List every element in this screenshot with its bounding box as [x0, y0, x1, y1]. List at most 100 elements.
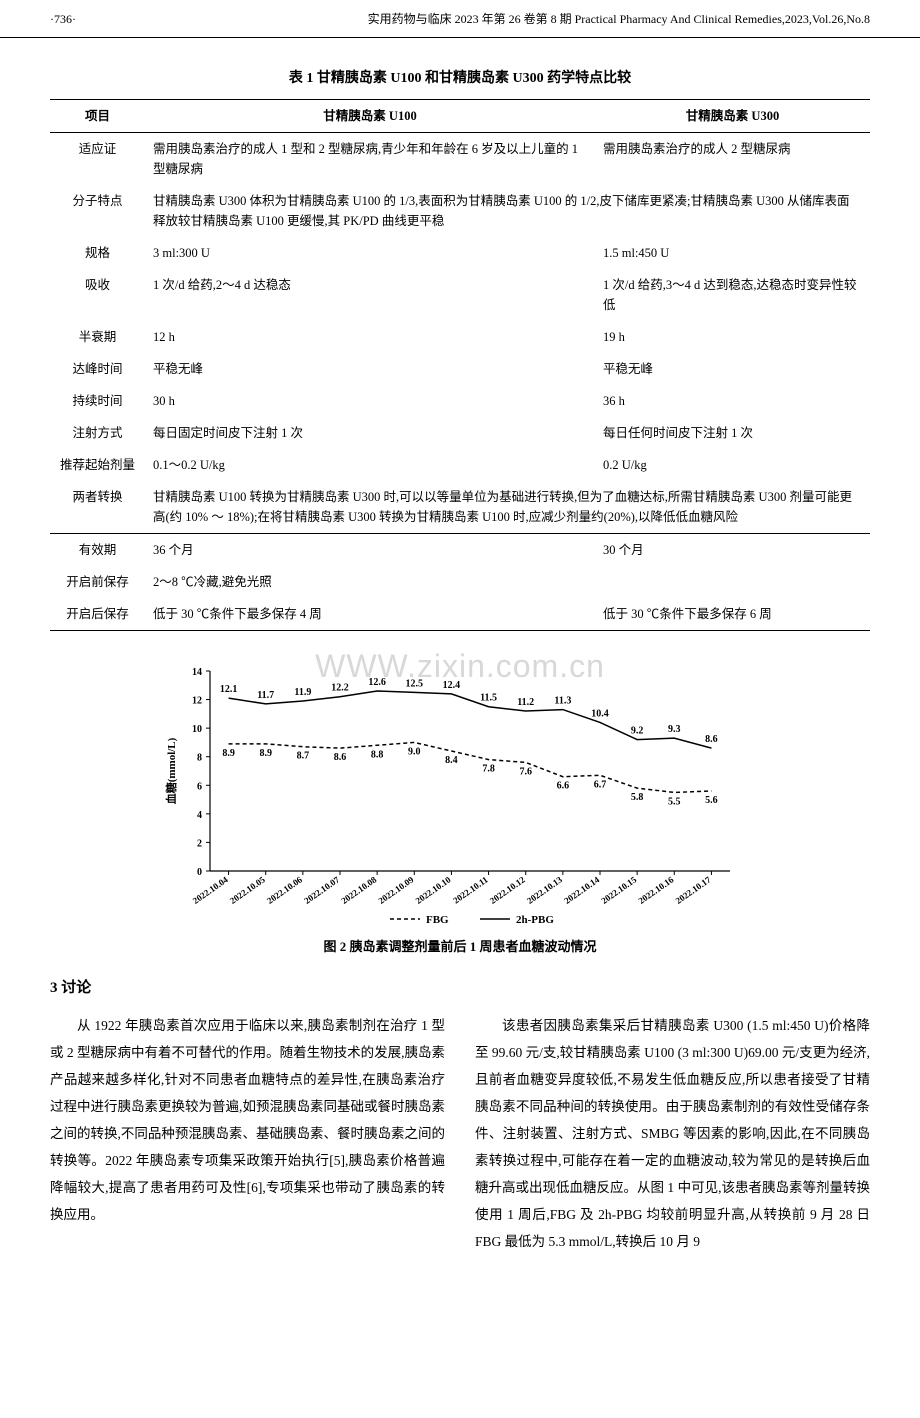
svg-text:2022.10.14: 2022.10.14	[562, 874, 601, 906]
svg-text:2022.10.07: 2022.10.07	[302, 874, 341, 906]
svg-text:12.5: 12.5	[406, 678, 424, 689]
svg-text:2h-PBG: 2h-PBG	[516, 914, 554, 926]
row-label: 规格	[50, 237, 145, 269]
row-value: 2～8 ℃冷藏,避免光照	[145, 566, 870, 598]
col-header: 甘精胰岛素 U300	[595, 99, 870, 132]
left-column: 从 1922 年胰岛素首次应用于临床以来,胰岛素制剂在治疗 1 型或 2 型糖尿…	[50, 1012, 445, 1255]
row-value: 甘精胰岛素 U100 转换为甘精胰岛素 U300 时,可以以等量单位为基础进行转…	[145, 481, 870, 534]
svg-text:14: 14	[192, 667, 202, 678]
svg-text:7.8: 7.8	[482, 763, 495, 774]
svg-text:2022.10.04: 2022.10.04	[191, 874, 230, 906]
svg-text:血糖(mmol/L): 血糖(mmol/L)	[164, 737, 178, 804]
svg-text:12.2: 12.2	[331, 682, 349, 693]
paragraph: 从 1922 年胰岛素首次应用于临床以来,胰岛素制剂在治疗 1 型或 2 型糖尿…	[50, 1012, 445, 1228]
table-row: 吸收1 次/d 给药,2～4 d 达稳态1 次/d 给药,3～4 d 达到稳态,…	[50, 269, 870, 321]
svg-text:7.6: 7.6	[519, 766, 532, 777]
svg-text:5.8: 5.8	[631, 792, 644, 803]
table-row: 推荐起始剂量0.1～0.2 U/kg0.2 U/kg	[50, 449, 870, 481]
svg-text:12.1: 12.1	[220, 684, 238, 695]
svg-text:2022.10.12: 2022.10.12	[488, 874, 527, 906]
row-value-u300: 1 次/d 给药,3～4 d 达到稳态,达稳态时变异性较低	[595, 269, 870, 321]
col-header: 项目	[50, 99, 145, 132]
svg-text:11.9: 11.9	[294, 687, 311, 698]
table-row: 开启后保存低于 30 ℃条件下最多保存 4 周低于 30 ℃条件下最多保存 6 …	[50, 598, 870, 631]
svg-text:2022.10.08: 2022.10.08	[339, 874, 378, 906]
svg-text:5.6: 5.6	[705, 795, 718, 806]
row-value-u300: 每日任何时间皮下注射 1 次	[595, 417, 870, 449]
row-label: 半衰期	[50, 321, 145, 353]
table-row: 有效期36 个月30 个月	[50, 533, 870, 566]
svg-text:2022.10.15: 2022.10.15	[599, 874, 638, 906]
svg-text:9.2: 9.2	[631, 725, 644, 736]
journal-info: 实用药物与临床 2023 年第 26 卷第 8 期 Practical Phar…	[368, 10, 870, 29]
row-value-u300: 30 个月	[595, 533, 870, 566]
page-header: ·736· 实用药物与临床 2023 年第 26 卷第 8 期 Practica…	[0, 0, 920, 38]
svg-text:9.0: 9.0	[408, 746, 421, 757]
row-label: 注射方式	[50, 417, 145, 449]
svg-text:2: 2	[197, 838, 202, 849]
row-value-u100: 低于 30 ℃条件下最多保存 4 周	[145, 598, 595, 631]
row-value-u100: 3 ml:300 U	[145, 237, 595, 269]
row-value-u300: 1.5 ml:450 U	[595, 237, 870, 269]
row-value-u100: 需用胰岛素治疗的成人 1 型和 2 型糖尿病,青少年和年龄在 6 岁及以上儿童的…	[145, 132, 595, 185]
svg-text:2022.10.06: 2022.10.06	[265, 874, 304, 906]
svg-text:8.7: 8.7	[297, 750, 310, 761]
table-row: 注射方式每日固定时间皮下注射 1 次每日任何时间皮下注射 1 次	[50, 417, 870, 449]
svg-text:8.9: 8.9	[259, 747, 272, 758]
row-label: 有效期	[50, 533, 145, 566]
svg-text:11.2: 11.2	[517, 697, 534, 708]
row-value: 甘精胰岛素 U300 体积为甘精胰岛素 U100 的 1/3,表面积为甘精胰岛素…	[145, 185, 870, 237]
row-label: 推荐起始剂量	[50, 449, 145, 481]
svg-text:10.4: 10.4	[591, 708, 609, 719]
svg-text:12.4: 12.4	[443, 679, 461, 690]
row-label: 持续时间	[50, 385, 145, 417]
svg-text:8.6: 8.6	[705, 734, 718, 745]
row-label: 吸收	[50, 269, 145, 321]
row-value-u300: 0.2 U/kg	[595, 449, 870, 481]
row-label: 两者转换	[50, 481, 145, 534]
svg-text:2022.10.13: 2022.10.13	[525, 874, 564, 906]
table-row: 半衰期12 h19 h	[50, 321, 870, 353]
svg-text:6: 6	[197, 781, 202, 792]
svg-text:8.8: 8.8	[371, 749, 384, 760]
svg-text:11.7: 11.7	[257, 689, 274, 700]
page-number: ·736·	[50, 10, 76, 29]
row-label: 分子特点	[50, 185, 145, 237]
col-header: 甘精胰岛素 U100	[145, 99, 595, 132]
svg-text:FBG: FBG	[426, 914, 449, 926]
table-row: 两者转换甘精胰岛素 U100 转换为甘精胰岛素 U300 时,可以以等量单位为基…	[50, 481, 870, 534]
table-row: 开启前保存2～8 ℃冷藏,避免光照	[50, 566, 870, 598]
row-label: 达峰时间	[50, 353, 145, 385]
text-columns: 从 1922 年胰岛素首次应用于临床以来,胰岛素制剂在治疗 1 型或 2 型糖尿…	[50, 1012, 870, 1255]
page-content: 表 1 甘精胰岛素 U100 和甘精胰岛素 U300 药学特点比较 项目 甘精胰…	[0, 38, 920, 1275]
svg-text:2022.10.10: 2022.10.10	[414, 874, 453, 906]
svg-text:2022.10.16: 2022.10.16	[637, 874, 676, 906]
svg-text:2022.10.11: 2022.10.11	[451, 874, 490, 905]
row-value-u100: 30 h	[145, 385, 595, 417]
row-value-u300: 需用胰岛素治疗的成人 2 型糖尿病	[595, 132, 870, 185]
svg-text:9.3: 9.3	[668, 724, 681, 735]
svg-text:0: 0	[197, 867, 202, 878]
row-value-u300: 36 h	[595, 385, 870, 417]
row-value-u300: 19 h	[595, 321, 870, 353]
row-label: 适应证	[50, 132, 145, 185]
row-value-u100: 每日固定时间皮下注射 1 次	[145, 417, 595, 449]
svg-text:2022.10.09: 2022.10.09	[377, 874, 416, 906]
svg-text:2022.10.05: 2022.10.05	[228, 874, 267, 906]
svg-text:10: 10	[192, 724, 202, 735]
svg-text:12: 12	[192, 695, 202, 706]
row-label: 开启后保存	[50, 598, 145, 631]
section-heading: 3 讨论	[50, 976, 870, 1000]
row-value-u100: 36 个月	[145, 533, 595, 566]
svg-text:8: 8	[197, 752, 202, 763]
svg-text:5.5: 5.5	[668, 796, 681, 807]
row-value-u100: 12 h	[145, 321, 595, 353]
table-row: 规格3 ml:300 U1.5 ml:450 U	[50, 237, 870, 269]
chart-caption: 图 2 胰岛素调整剂量前后 1 周患者血糖波动情况	[160, 937, 760, 958]
paragraph: 该患者因胰岛素集采后甘精胰岛素 U300 (1.5 ml:450 U)价格降至 …	[475, 1012, 870, 1255]
table-row: 分子特点甘精胰岛素 U300 体积为甘精胰岛素 U100 的 1/3,表面积为甘…	[50, 185, 870, 237]
svg-text:6.6: 6.6	[557, 780, 570, 791]
svg-text:11.3: 11.3	[554, 695, 571, 706]
row-value-u100: 1 次/d 给药,2～4 d 达稳态	[145, 269, 595, 321]
svg-text:6.7: 6.7	[594, 779, 607, 790]
